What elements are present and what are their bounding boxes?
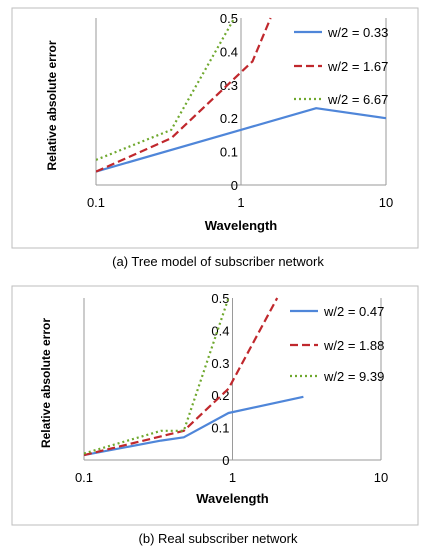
series-line [96, 107, 386, 173]
x-tick-label: 10 [379, 195, 393, 210]
series-group [96, 17, 386, 173]
series-line [96, 17, 236, 161]
y-axis-title: Relative absolute error [39, 318, 53, 448]
y-tick-label: 0 [231, 178, 238, 193]
series-line [84, 297, 279, 457]
chart-caption: (b) Real subscriber network [139, 531, 298, 546]
legend-label: w/2 = 0.33 [327, 25, 388, 40]
y-tick-label: 0 [222, 453, 229, 468]
x-tick-label: 10 [374, 470, 388, 485]
x-axis-title: Wavelength [196, 491, 269, 506]
x-axis-title: Wavelength [205, 218, 278, 233]
y-tick-label: 0.5 [211, 291, 229, 306]
x-tick-label: 0.1 [87, 195, 105, 210]
legend-label: w/2 = 1.67 [327, 59, 388, 74]
legend-label: w/2 = 0.47 [323, 304, 384, 319]
x-tick-label: 1 [237, 195, 244, 210]
series-line [84, 297, 230, 455]
y-tick-label: 0.3 [211, 356, 229, 371]
y-tick-label: 0.3 [220, 78, 238, 93]
legend-label: w/2 = 1.88 [323, 338, 384, 353]
chart-frame [11, 7, 419, 249]
series-group [84, 297, 304, 457]
series-line [84, 395, 304, 457]
chart-real-network: 0.1 1 1000.10.20.30.40.5WavelengthRelative… [11, 285, 419, 546]
chart-caption: (a) Tree model of subscriber network [112, 254, 324, 269]
y-tick-label: 0.5 [220, 11, 238, 26]
y-tick-label: 0.4 [220, 44, 238, 59]
legend-label: w/2 = 6.67 [327, 92, 388, 107]
x-tick-label: 1 [229, 470, 236, 485]
y-tick-label: 0.1 [211, 421, 229, 436]
x-tick-label: 0.1 [75, 470, 93, 485]
chart-tree-model: 0.1 1 10 0 0.1 0.2 0.3 0.4 0.5 Wavelength Relative… [11, 7, 419, 269]
y-tick-label: 0.1 [220, 145, 238, 160]
series-line [96, 17, 272, 173]
legend-label: w/2 = 9.39 [323, 369, 384, 384]
y-tick-label: 0.4 [211, 323, 229, 338]
y-tick-label: 0.2 [220, 111, 238, 126]
y-axis-title: Relative absolute error [45, 40, 59, 170]
chart-frame [11, 285, 419, 526]
